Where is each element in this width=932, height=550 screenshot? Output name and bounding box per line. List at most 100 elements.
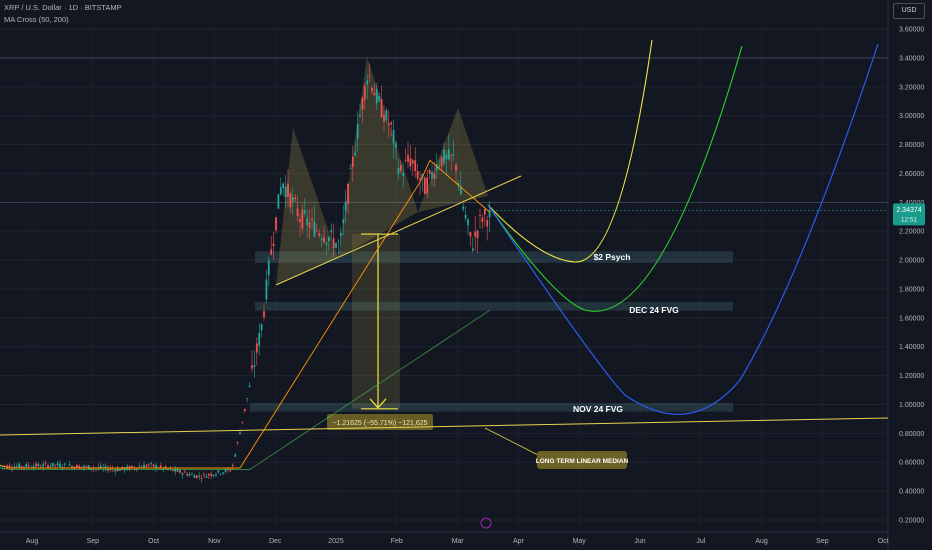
candle-body <box>267 260 270 276</box>
candle-body <box>47 465 49 468</box>
candle-body <box>119 469 121 471</box>
candle-body <box>356 124 359 139</box>
candle-body <box>440 156 443 167</box>
candle-body <box>344 201 347 212</box>
candle-body <box>282 183 285 189</box>
trend-lines <box>0 175 889 456</box>
price-axis[interactable]: 0.20000 0.40000 0.60000 0.80000 1.00000 1.200… <box>899 27 924 525</box>
candle-body <box>188 474 191 476</box>
candle-body <box>409 158 412 167</box>
candle-body <box>390 122 393 125</box>
y-tick-label: 2.80000 <box>899 142 924 149</box>
candle-body <box>171 469 174 471</box>
currency-button[interactable]: USD <box>893 3 925 19</box>
candle-body <box>479 214 481 216</box>
event-marker-icon <box>480 517 492 529</box>
x-tick-label: Dec <box>269 538 282 545</box>
candle-body <box>51 462 54 467</box>
x-tick-label: Nov <box>208 538 221 545</box>
candle-body <box>1 466 4 468</box>
y-tick-label: 1.00000 <box>899 402 924 409</box>
candle-body <box>291 197 294 203</box>
candle-body <box>419 178 421 181</box>
candle-body <box>323 237 325 243</box>
key-levels <box>0 57 888 203</box>
candle-body <box>431 171 433 179</box>
candle-body <box>332 238 335 249</box>
measure-arrow-head <box>369 398 387 409</box>
x-tick-label: Sep <box>816 538 829 545</box>
candle-body <box>469 231 472 237</box>
candle-body <box>467 219 469 226</box>
candle-body <box>131 465 133 468</box>
candle-body <box>342 219 345 224</box>
candle-body <box>438 165 441 167</box>
symbol-title[interactable]: XRP / U.S. Dollar · 1D · BITSTAMP <box>4 3 122 12</box>
candle-body <box>373 92 376 96</box>
candle-body <box>426 177 429 194</box>
fvg-zone <box>255 301 733 311</box>
candle-body <box>423 177 426 194</box>
candle-body <box>414 160 417 171</box>
candle-body <box>248 385 251 387</box>
candle-body <box>383 115 385 122</box>
candle-body <box>219 473 222 475</box>
candle-body <box>179 470 181 473</box>
candle-body <box>222 472 225 474</box>
candle-body <box>183 471 186 473</box>
y-tick-label: 1.80000 <box>899 286 924 293</box>
pattern-triangle <box>418 108 488 212</box>
candle-body <box>253 365 256 367</box>
candle-body <box>306 217 309 226</box>
time-axis[interactable]: Aug Sep Oct Nov Dec 2025 Feb Mar Apr May Jun Jul Aug… <box>26 517 889 545</box>
candle-body <box>49 465 52 467</box>
candle-body <box>380 99 383 118</box>
indicator-legend[interactable]: MA Cross (50, 200) <box>4 15 69 24</box>
candle-body <box>159 465 162 468</box>
candle-body <box>378 96 381 101</box>
y-tick-label: 1.40000 <box>899 344 924 351</box>
candle-body <box>234 454 237 457</box>
candle-body <box>68 464 71 466</box>
candle-body <box>363 86 366 100</box>
candle-body <box>114 469 117 472</box>
candle-body <box>433 174 436 179</box>
candle-body <box>327 237 330 242</box>
candle-body <box>251 365 253 369</box>
candle-body <box>392 130 395 144</box>
x-tick-label: Jul <box>696 538 705 545</box>
candle-body <box>275 217 277 231</box>
candle-body <box>359 114 361 117</box>
last-price-badge: 2.34374 12:51 <box>488 203 925 226</box>
candle-body <box>227 468 229 470</box>
last-price-value: 2.34374 <box>896 207 921 214</box>
x-tick-label: Jun <box>634 538 645 545</box>
pattern-triangle <box>338 57 418 258</box>
candle-body <box>174 468 177 472</box>
candle-body <box>23 466 25 468</box>
y-tick-label: 0.40000 <box>899 489 924 496</box>
candle-body <box>404 159 407 161</box>
candle-body <box>445 154 448 160</box>
candle-body <box>212 474 215 477</box>
candle-body <box>459 186 462 195</box>
projection-blue <box>487 43 879 415</box>
zone-label: $2 Psych <box>594 252 631 262</box>
y-tick-label: 0.20000 <box>899 518 924 525</box>
candle-body <box>155 465 157 469</box>
bar-countdown: 12:51 <box>901 216 918 223</box>
candle-body <box>347 183 349 204</box>
candle-body <box>109 467 112 470</box>
candle-body <box>99 465 102 469</box>
candle-body <box>85 465 88 467</box>
candle-body <box>198 475 201 477</box>
candle-body <box>150 463 153 464</box>
y-tick-label: 3.00000 <box>899 113 924 120</box>
candle-body <box>243 408 246 411</box>
candle-body <box>191 474 193 475</box>
y-tick-label: 2.40000 <box>899 200 924 207</box>
candle-body <box>71 466 73 469</box>
x-tick-label: Aug <box>26 538 39 545</box>
candle-body <box>289 193 292 208</box>
